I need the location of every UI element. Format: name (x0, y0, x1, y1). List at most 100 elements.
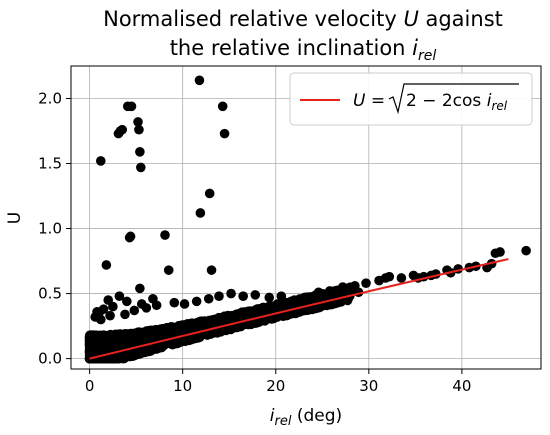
data-point (129, 305, 140, 316)
legend-box (289, 72, 533, 126)
y-tick-label: 0.0 (38, 350, 62, 368)
data-point (495, 247, 505, 257)
data-point (255, 304, 266, 314)
x-axis-label-unit: (deg) (291, 406, 342, 426)
x-tick-label: 10 (173, 377, 192, 395)
data-point (196, 319, 206, 329)
data-point (133, 117, 143, 127)
data-point (191, 296, 202, 307)
data-point (204, 188, 215, 199)
title-line-1-prefix: Normalised relative velocity (103, 7, 403, 31)
data-point (101, 260, 112, 270)
data-point (125, 231, 136, 242)
data-point (111, 333, 122, 344)
data-point (252, 317, 263, 327)
data-point (238, 291, 248, 301)
fit-line (89, 258, 509, 360)
data-point (108, 301, 118, 312)
legend-eq: = (365, 91, 385, 111)
y-tick-label: 1.0 (38, 220, 62, 238)
data-point (163, 265, 174, 275)
data-point (194, 75, 205, 86)
y-tick-label: 1.5 (38, 155, 62, 173)
data-point (117, 124, 127, 135)
plot-frame (70, 65, 542, 370)
legend-sqrt-sub: rel (491, 99, 507, 113)
chart-title: Normalised relative velocity U against t… (103, 7, 503, 64)
data-point (135, 147, 145, 157)
data-point (203, 318, 214, 329)
title-line-1: Normalised relative velocity U against (103, 7, 503, 31)
legend-label: U = (353, 91, 385, 111)
data-point (179, 299, 190, 309)
legend-sqrt-var: i (487, 91, 492, 111)
data-point (106, 352, 116, 363)
data-point (521, 245, 531, 256)
x-tick-label: 30 (359, 377, 378, 395)
data-point (151, 300, 162, 311)
data-point (173, 324, 183, 335)
data-point (160, 230, 170, 240)
data-point (380, 273, 391, 283)
data-point (95, 156, 106, 166)
data-point (105, 310, 115, 321)
data-point (176, 336, 186, 346)
legend-sqrt-body-a: 2 − 2cos (406, 91, 487, 111)
legend: U = 2 − 2cos irel (289, 72, 533, 126)
data-point (319, 291, 329, 301)
title-line-2-sub: rel (418, 48, 436, 64)
data-point (141, 303, 152, 313)
title-line-2: the relative inclination irel (170, 36, 437, 64)
data-point (92, 306, 102, 317)
ticks: 0 10 20 30 40 0.0 0.5 1.0 1.5 2.0 (38, 90, 471, 395)
x-axis-label-sub: rel (275, 414, 292, 429)
data-point (144, 343, 154, 354)
data-point (396, 273, 407, 283)
scatter-points (84, 75, 531, 364)
data-point (164, 329, 174, 340)
data-point (237, 311, 247, 322)
data-point (195, 208, 206, 218)
data-point (250, 290, 261, 300)
data-point (114, 291, 125, 301)
data-point (226, 288, 236, 299)
data-point (119, 351, 129, 362)
data-point (203, 293, 214, 304)
x-tick-label: 40 (452, 377, 471, 395)
data-point (169, 297, 180, 308)
data-point (150, 330, 161, 341)
y-tick-label: 2.0 (38, 90, 62, 108)
y-axis-label: U (5, 212, 25, 224)
legend-lhs: U (353, 91, 366, 111)
data-point (95, 314, 106, 325)
data-point (120, 309, 130, 320)
x-axis-label-text: irel (deg) (270, 406, 342, 429)
data-point (134, 124, 144, 135)
data-point (85, 331, 96, 341)
title-line-2-prefix: the relative inclination (170, 36, 412, 60)
x-tick-label: 20 (266, 377, 285, 395)
x-axis-label: irel (deg) (270, 406, 342, 429)
data-point (214, 291, 224, 301)
data-point (339, 285, 349, 296)
y-tick-label: 0.5 (38, 285, 62, 303)
x-tick-label: 0 (85, 377, 95, 395)
data-point (264, 292, 275, 303)
data-point (206, 265, 217, 275)
data-point (126, 101, 137, 112)
data-point (136, 162, 146, 173)
data-point (135, 283, 145, 294)
x-axis-label-var: i (270, 406, 275, 426)
legend-sqrt-body: 2 − 2cos irel (406, 91, 508, 113)
data-point (100, 333, 111, 344)
title-line-2-var: i (412, 36, 418, 60)
title-line-1-suffix: against (419, 7, 503, 31)
fit-line-layer (89, 258, 509, 360)
data-point (122, 296, 132, 307)
data-point (219, 128, 230, 139)
title-line-1-var: U (403, 7, 418, 31)
data-point (361, 278, 371, 288)
data-point (88, 341, 99, 352)
legend-sqrt-sign (388, 83, 519, 115)
